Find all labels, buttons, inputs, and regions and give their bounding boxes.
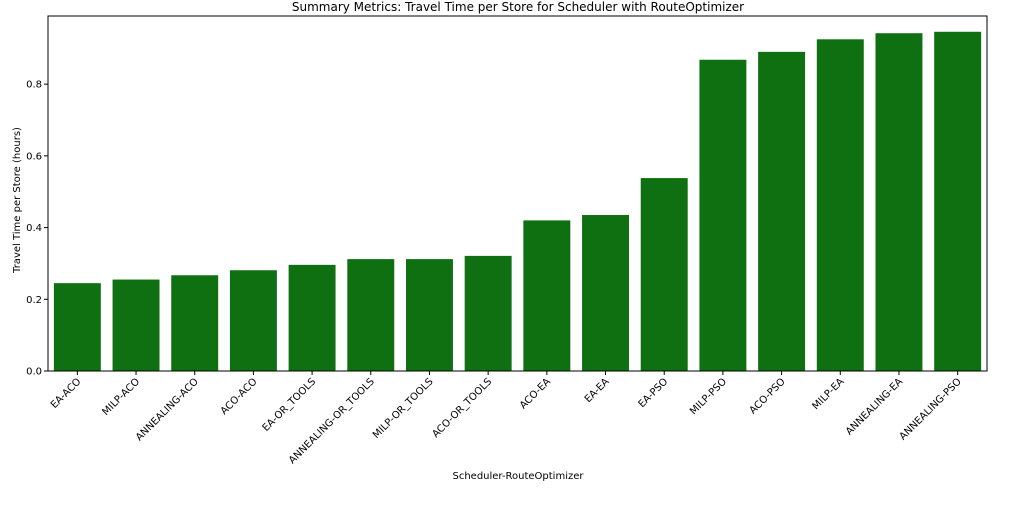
x-axis-title: Scheduler-RouteOptimizer (452, 471, 584, 482)
bar-milp-pso (699, 59, 747, 371)
x-tick-label: ACO-OR_TOOLS (430, 376, 494, 440)
x-tick-label: EA-ACO (49, 376, 84, 411)
bar-milp-or-tools (405, 259, 453, 371)
bar-milp-aco (112, 279, 160, 371)
plot-frame (47, 15, 988, 372)
bar-aco-aco (229, 270, 277, 371)
x-tick-label: ANNEALING-EA (844, 376, 905, 437)
x-tick-label: EA-EA (583, 376, 612, 405)
x-tick-label: ANNEALING-PSO (898, 376, 964, 442)
y-tick-label: 0.8 (26, 80, 42, 91)
y-tick-label: 0.6 (26, 151, 42, 162)
x-tick-label: EA-PSO (637, 376, 671, 410)
x-tick-label: MILP-PSO (688, 376, 729, 417)
chart-title: Summary Metrics: Travel Time per Store f… (292, 0, 744, 14)
bar-ea-or-tools (288, 264, 336, 371)
bars-group (53, 31, 982, 372)
bar-annealing-or-tools (347, 259, 395, 371)
x-tick-label: ACO-PSO (748, 376, 788, 416)
y-tick-label: 0.4 (26, 223, 42, 234)
bar-annealing-ea (875, 33, 923, 372)
bar-ea-aco (53, 283, 101, 371)
x-tick-label: ACO-ACO (219, 376, 260, 417)
bar-ea-pso (640, 178, 688, 371)
bar-aco-or-tools (464, 255, 512, 371)
bar-milp-ea (816, 39, 864, 372)
bar-aco-ea (523, 220, 571, 371)
y-tick-label: 0.0 (26, 367, 42, 378)
bar-annealing-pso (934, 31, 982, 372)
bar-aco-pso (758, 51, 806, 372)
x-tick-label: ACO-EA (518, 376, 553, 411)
y-axis-title: Travel Time per Store (hours) (12, 127, 23, 274)
x-tick-label: MILP-EA (811, 376, 847, 412)
y-axis: 0.0 0.2 0.4 0.6 0.8 (26, 80, 48, 378)
x-tick-label: MILP-OR_TOOLS (371, 376, 436, 441)
bar-ea-ea (582, 215, 630, 371)
bar-annealing-aco (171, 275, 219, 371)
x-tick-label: ANNEALING-ACO (134, 376, 201, 443)
y-tick-label: 0.2 (26, 295, 42, 306)
x-tick-label: EA-OR_TOOLS (261, 376, 319, 434)
x-tick-label: MILP-ACO (101, 376, 143, 418)
